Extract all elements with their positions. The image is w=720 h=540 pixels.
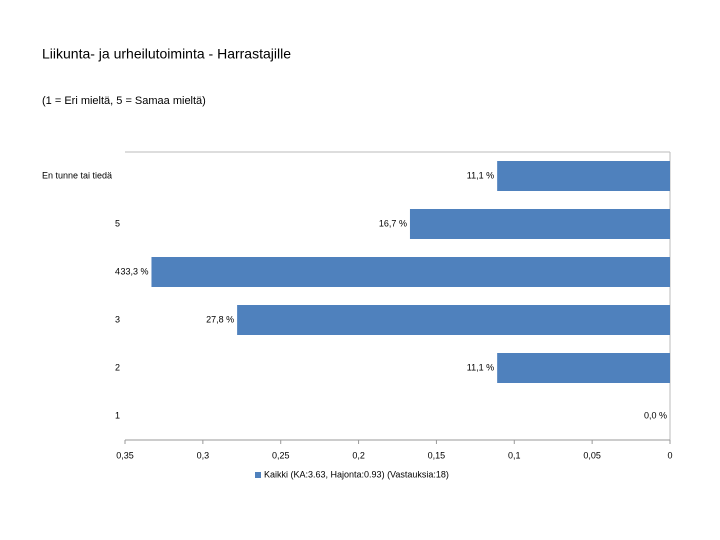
bar (497, 353, 670, 383)
x-tick-label: 0,15 (428, 450, 446, 460)
y-tick-label: 1 (115, 410, 120, 420)
data-label: 27,8 % (206, 314, 234, 324)
data-label: 33,3 % (120, 266, 148, 276)
bar (151, 257, 670, 287)
chart-subtitle: (1 = Eri mieltä, 5 = Samaa mieltä) (42, 95, 206, 107)
bar (409, 209, 670, 239)
x-tick-label: 0 (667, 450, 672, 460)
data-label: 11,1 % (467, 170, 494, 180)
legend-swatch (255, 472, 261, 478)
y-tick-label: 5 (115, 218, 120, 228)
y-tick-label: 4 (115, 266, 120, 276)
data-label: 11,1 % (467, 362, 494, 372)
x-tick-label: 0,05 (583, 450, 601, 460)
x-tick-label: 0,35 (116, 450, 134, 460)
x-tick-label: 0,25 (272, 450, 290, 460)
y-tick-label: 3 (115, 314, 120, 324)
x-tick-label: 0,2 (352, 450, 365, 460)
x-tick-label: 0,3 (197, 450, 210, 460)
data-label: 0,0 % (644, 410, 667, 420)
legend-label: Kaikki (KA:3.63, Hajonta:0.93) (Vastauks… (264, 469, 449, 479)
y-tick-label: En tunne tai tiedä (42, 170, 112, 180)
data-label: 16,7 % (379, 218, 407, 228)
x-tick-label: 0,1 (508, 450, 521, 460)
chart-title: Liikunta- ja urheilutoiminta - Harrastaj… (42, 46, 291, 62)
bar (497, 161, 670, 191)
bar (237, 305, 670, 335)
y-tick-label: 2 (115, 362, 120, 372)
